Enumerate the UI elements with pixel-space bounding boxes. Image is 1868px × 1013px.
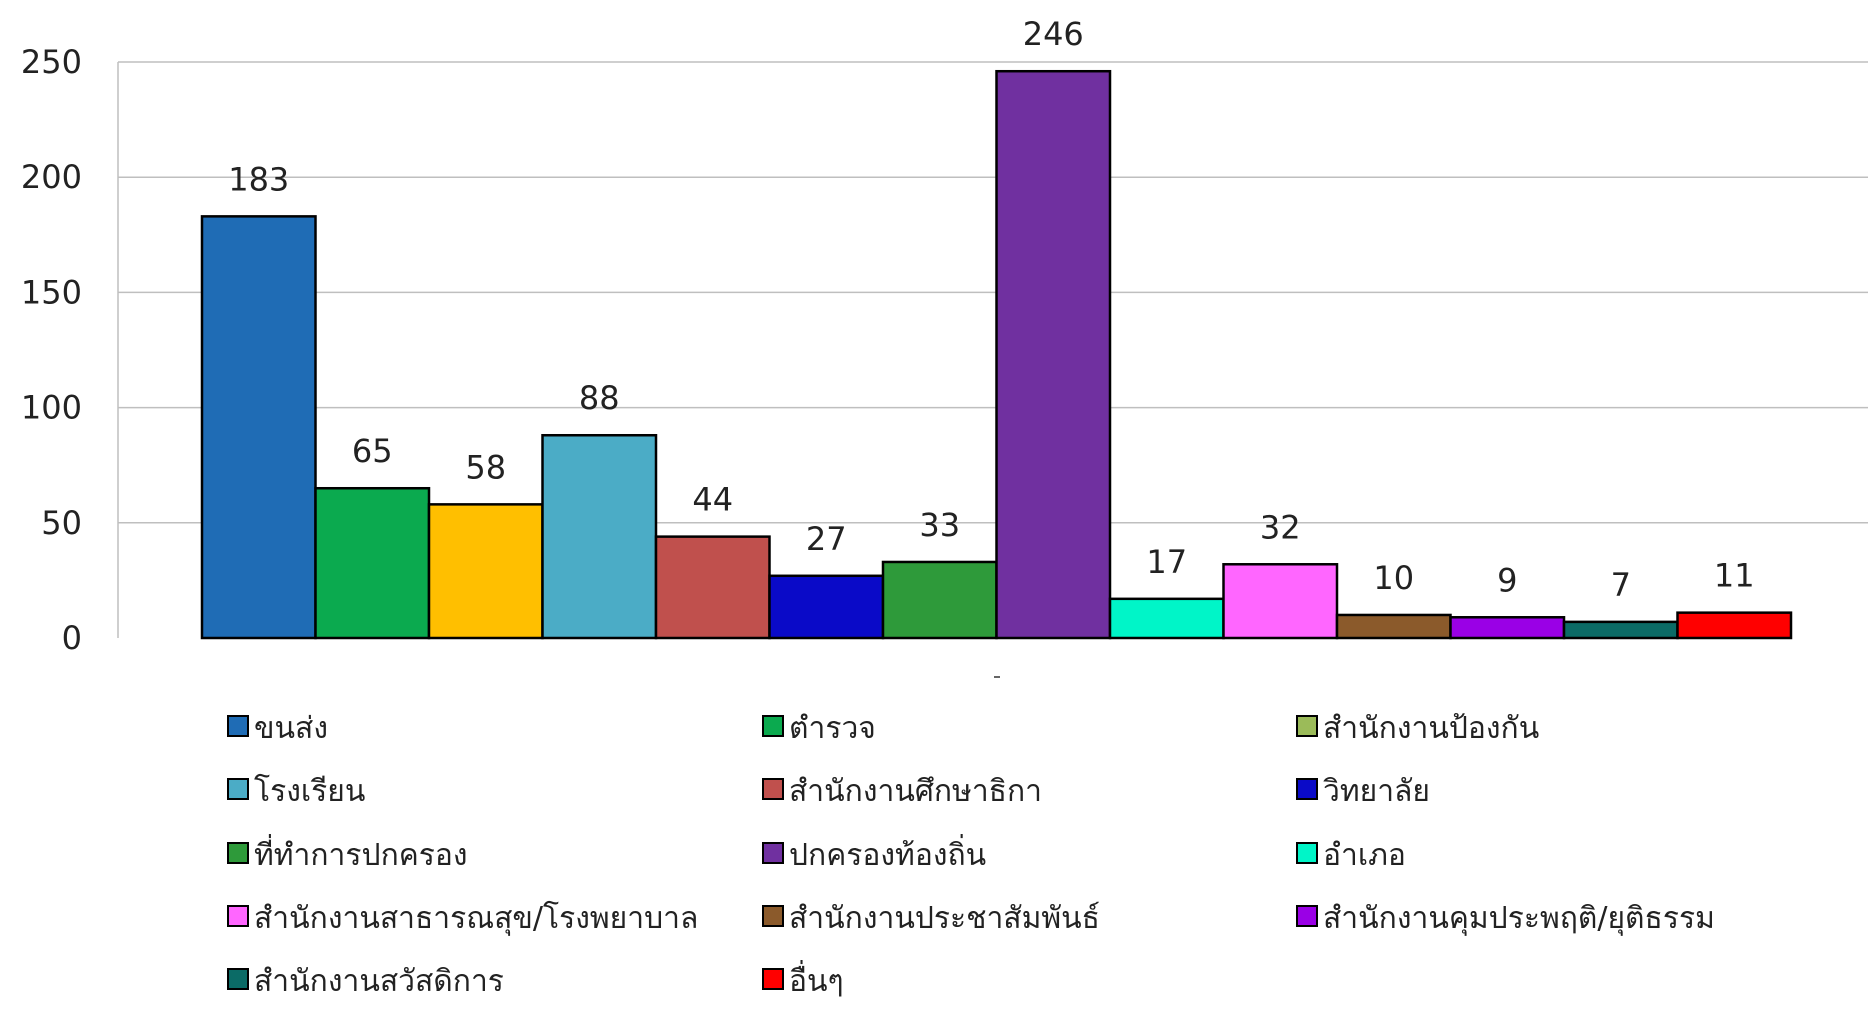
data-label: 9 bbox=[1497, 561, 1517, 599]
legend-label: สำนักงานป้องกัน bbox=[1323, 711, 1539, 746]
legend-item: อื่นๆ bbox=[762, 960, 844, 999]
legend-swatch bbox=[762, 778, 784, 800]
y-tick-label: 0 bbox=[62, 619, 82, 657]
legend-item: ที่ทำการปกครอง bbox=[227, 834, 468, 873]
legend-label: โรงเรียน bbox=[254, 773, 365, 809]
data-label: 17 bbox=[1146, 543, 1187, 581]
legend-item: โรงเรียน bbox=[227, 773, 365, 809]
legend-swatch bbox=[227, 778, 249, 800]
legend-label: วิทยาลัย bbox=[1323, 774, 1430, 809]
bar bbox=[1108, 597, 1225, 640]
legend-label: สำนักงานศึกษาธิกา bbox=[789, 774, 1042, 809]
bar bbox=[314, 486, 431, 640]
legend-item: สำนักงานสาธารณสุข/โรงพยาบาล bbox=[227, 900, 698, 937]
data-label: 32 bbox=[1260, 508, 1301, 546]
legend-label: อื่นๆ bbox=[789, 960, 844, 999]
legend-swatch bbox=[1296, 905, 1318, 927]
legend-swatch bbox=[1296, 778, 1318, 800]
legend-swatch bbox=[227, 968, 249, 990]
bar bbox=[1222, 563, 1339, 640]
data-label: 7 bbox=[1611, 566, 1631, 604]
legend-swatch bbox=[227, 905, 249, 927]
data-label: 88 bbox=[579, 379, 620, 417]
bar bbox=[1449, 616, 1566, 640]
data-label: 58 bbox=[465, 448, 506, 486]
y-tick-label: 250 bbox=[21, 43, 82, 81]
legend-item: สำนักงานประชาสัมพันธ์ bbox=[762, 901, 1100, 936]
data-label: 44 bbox=[692, 481, 733, 519]
legend-label: ปกครองท้องถิ่น bbox=[789, 834, 986, 873]
legend-swatch bbox=[227, 842, 249, 864]
y-tick-label: 100 bbox=[21, 389, 82, 427]
legend-item: สำนักงานศึกษาธิกา bbox=[762, 774, 1042, 809]
y-tick-label: 50 bbox=[41, 504, 82, 542]
legend-label: สำนักงานสวัสดิการ bbox=[254, 964, 504, 999]
legend-swatch bbox=[762, 842, 784, 864]
legend-label: อำเภอ bbox=[1323, 838, 1406, 873]
legend-item: อำเภอ bbox=[1296, 838, 1406, 873]
bar bbox=[427, 503, 544, 640]
bar bbox=[541, 433, 658, 640]
legend-label: ที่ทำการปกครอง bbox=[254, 834, 468, 873]
data-label: 33 bbox=[919, 506, 960, 544]
bar bbox=[1335, 613, 1452, 640]
legend-label: สำนักงานสาธารณสุข/โรงพยาบาล bbox=[254, 900, 698, 937]
y-tick-label: 150 bbox=[21, 273, 82, 311]
legend-item: สำนักงานคุมประพฤติ/ยุติธรรม bbox=[1296, 901, 1715, 937]
bar bbox=[654, 535, 771, 640]
legend-item: ปกครองท้องถิ่น bbox=[762, 834, 986, 873]
legend-swatch bbox=[762, 968, 784, 990]
data-label: 65 bbox=[352, 432, 393, 470]
legend-item: สำนักงานป้องกัน bbox=[1296, 711, 1539, 746]
legend-swatch bbox=[1296, 842, 1318, 864]
data-label: 183 bbox=[228, 160, 289, 198]
legend-swatch bbox=[1296, 715, 1318, 737]
legend-label: ตำรวจ bbox=[789, 711, 876, 746]
legend-item: ตำรวจ bbox=[762, 711, 876, 746]
legend-item: สำนักงานสวัสดิการ bbox=[227, 964, 504, 999]
data-label: 10 bbox=[1373, 559, 1414, 597]
legend-label: ขนส่ง bbox=[254, 711, 328, 746]
data-label: 27 bbox=[806, 520, 847, 558]
bar bbox=[200, 215, 317, 640]
bar bbox=[1562, 620, 1679, 640]
legend-swatch bbox=[762, 905, 784, 927]
data-label: 11 bbox=[1714, 557, 1755, 595]
legend-swatch bbox=[762, 715, 784, 737]
legend-label: สำนักงานประชาสัมพันธ์ bbox=[789, 901, 1100, 936]
data-labels: 183 65 58 88 44 27 33 246 17 32 10 9 7 11 bbox=[228, 15, 1754, 604]
legend-label: สำนักงานคุมประพฤติ/ยุติธรรม bbox=[1323, 901, 1715, 937]
bar bbox=[995, 69, 1112, 640]
bar bbox=[881, 560, 998, 640]
legend-item: ขนส่ง bbox=[227, 711, 328, 746]
data-label: 246 bbox=[1023, 15, 1084, 53]
legend-item: วิทยาลัย bbox=[1296, 774, 1430, 809]
bars bbox=[200, 69, 1793, 640]
bar bbox=[768, 574, 885, 640]
bar bbox=[1676, 611, 1793, 640]
y-tick-label: 200 bbox=[21, 158, 82, 196]
legend-swatch bbox=[227, 715, 249, 737]
